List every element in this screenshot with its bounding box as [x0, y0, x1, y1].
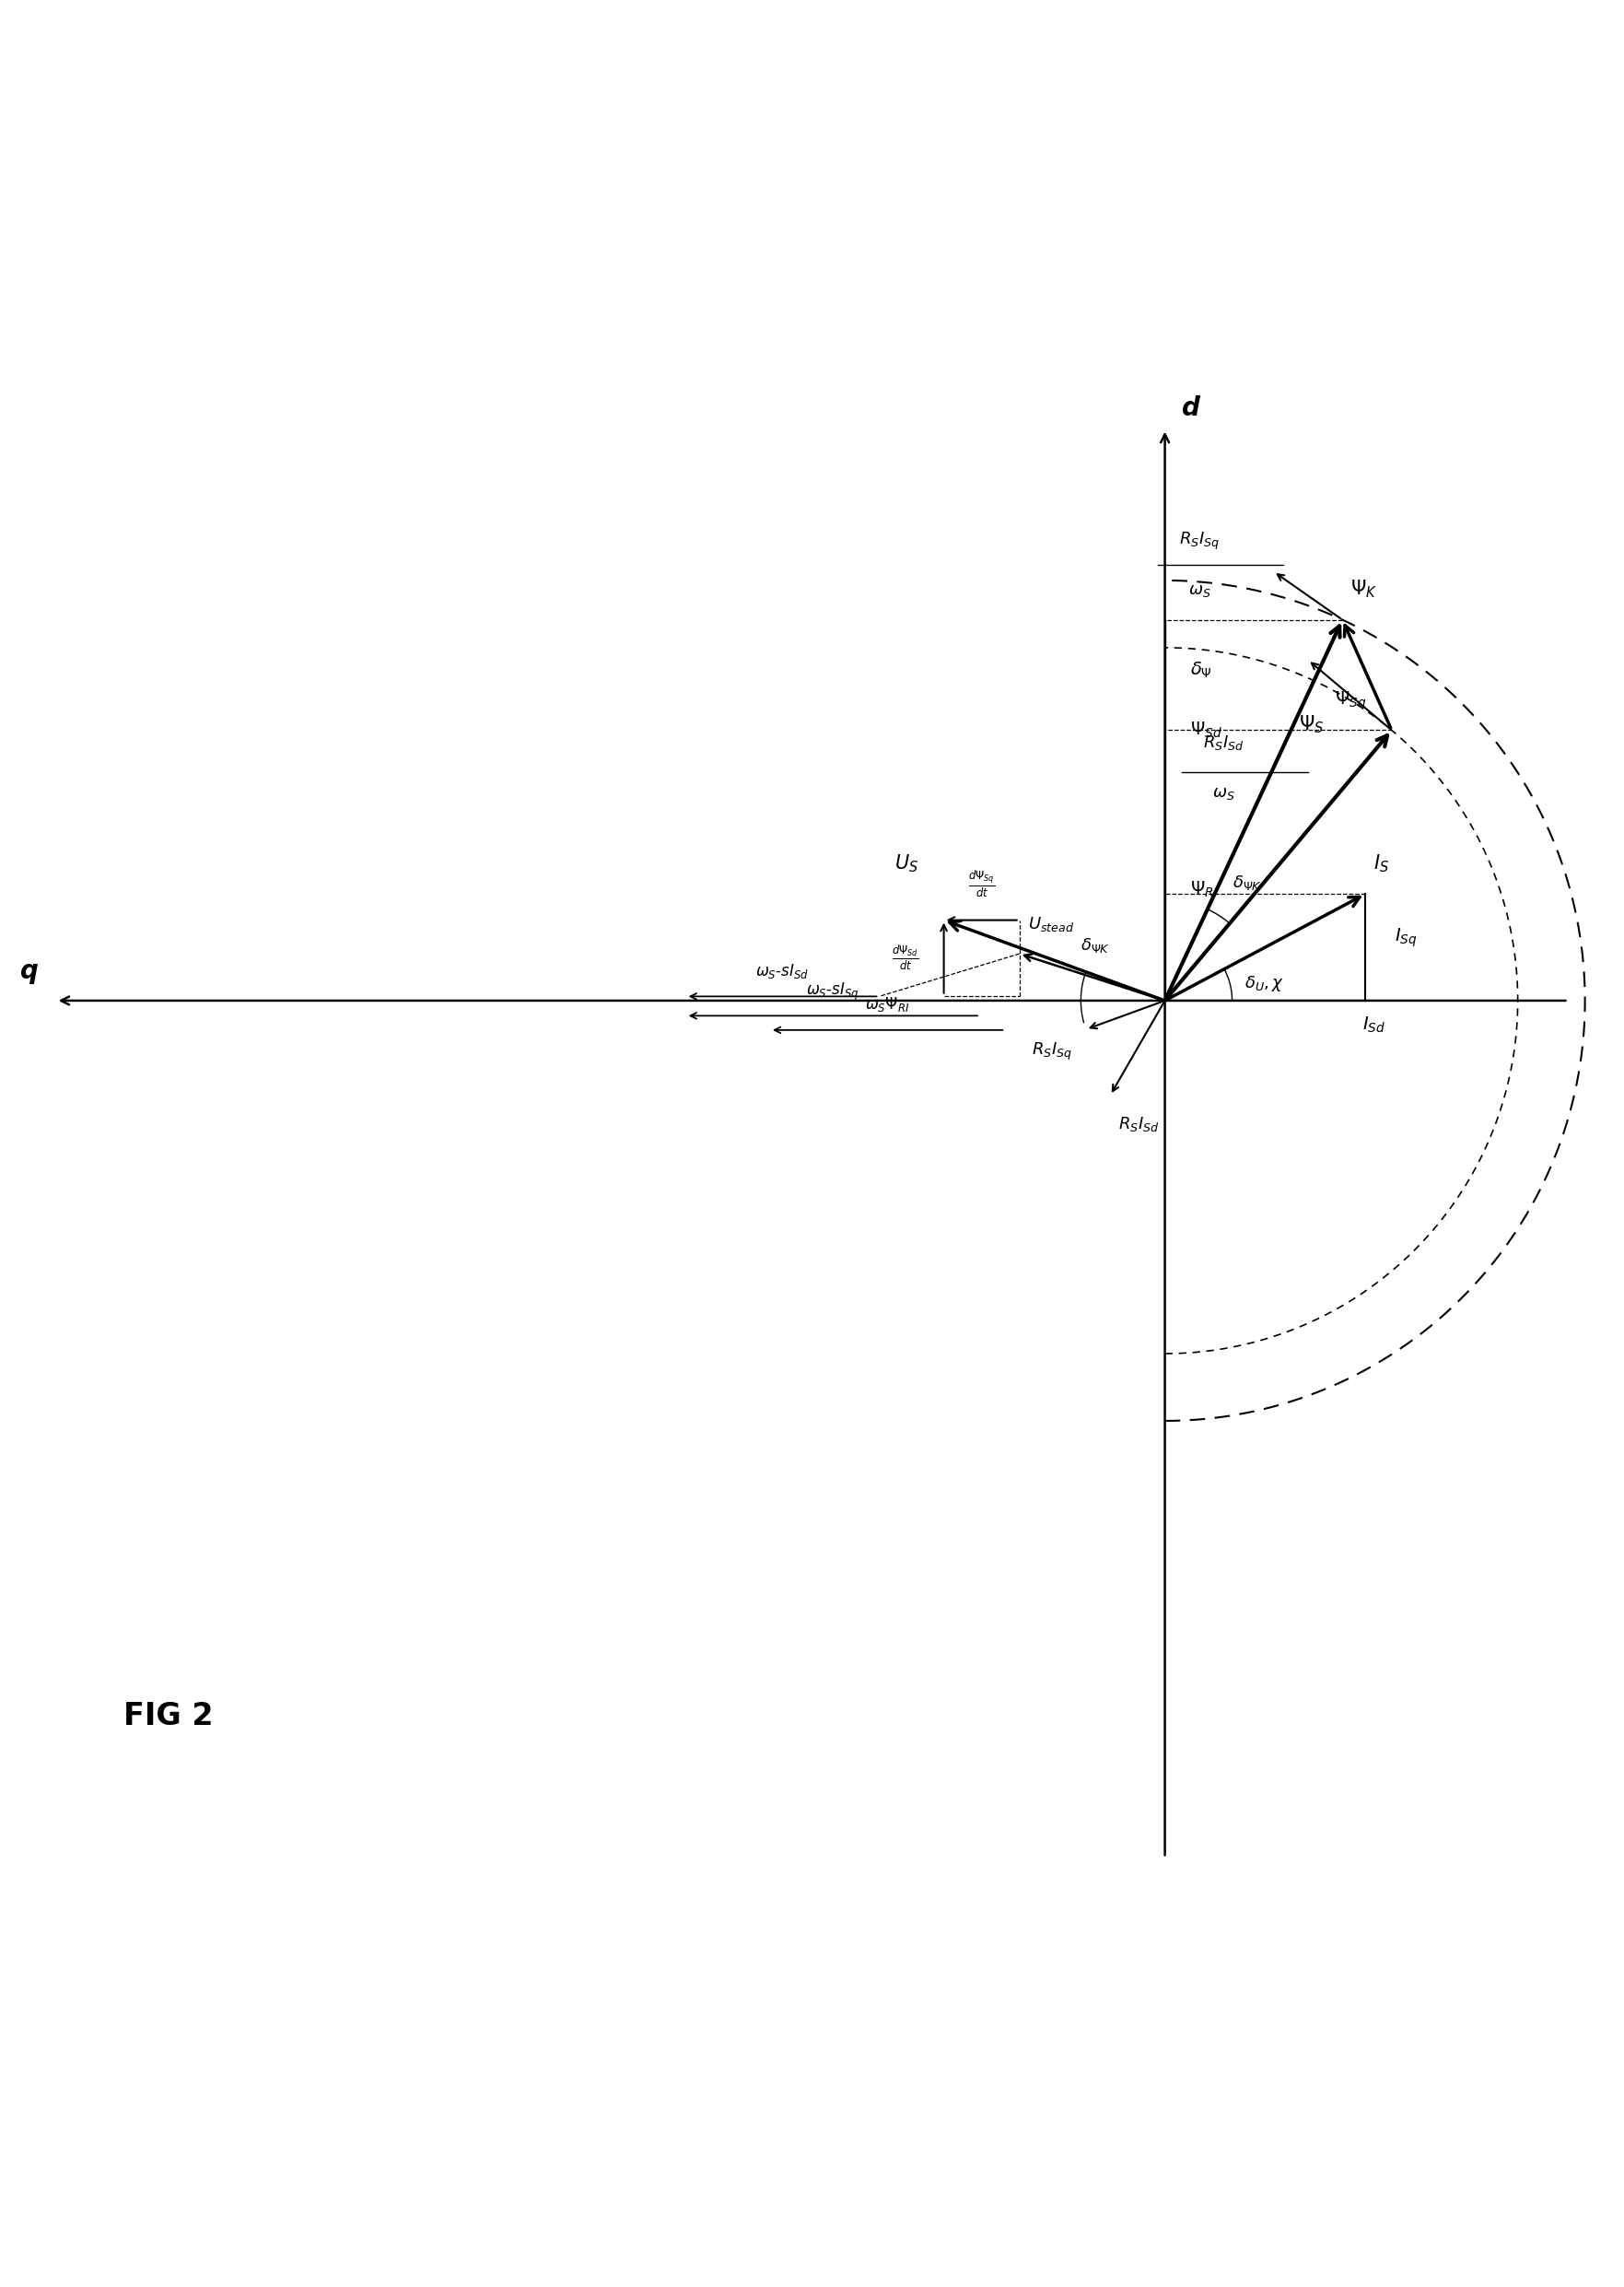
Text: $I_{Sq}$: $I_{Sq}$ — [1395, 926, 1418, 949]
Text: $\omega_S$: $\omega_S$ — [1212, 784, 1234, 803]
Text: $\Psi_K$: $\Psi_K$ — [1351, 579, 1377, 599]
Text: $R_SI_{Sq}$: $R_SI_{Sq}$ — [1033, 1041, 1072, 1061]
Text: $\delta_{\Psi K}$: $\delta_{\Psi K}$ — [1233, 874, 1262, 892]
Text: $\Psi_{RI}$: $\Psi_{RI}$ — [1190, 880, 1218, 899]
Text: $\delta_{\Psi K}$: $\delta_{\Psi K}$ — [1082, 935, 1111, 954]
Text: $\frac{d\Psi_{Sd}}{dt}$: $\frac{d\Psi_{Sd}}{dt}$ — [892, 945, 919, 972]
Text: $\omega_{S}\text{-}sI_{Sd}$: $\omega_{S}\text{-}sI_{Sd}$ — [755, 961, 809, 981]
Text: $\delta_U, \chi$: $\delta_U, \chi$ — [1244, 974, 1285, 993]
Text: $\Psi_S$: $\Psi_S$ — [1299, 714, 1325, 736]
Text: d: d — [1182, 396, 1200, 421]
Text: $R_SI_{Sd}$: $R_SI_{Sd}$ — [1119, 1116, 1160, 1134]
Text: $\frac{d\Psi_{Sq}}{dt}$: $\frac{d\Psi_{Sq}}{dt}$ — [968, 869, 996, 899]
Text: $\delta_\Psi$: $\delta_\Psi$ — [1190, 661, 1212, 679]
Text: $\omega_S\Psi_{RI}$: $\omega_S\Psi_{RI}$ — [866, 995, 909, 1013]
Text: $\omega_S$: $\omega_S$ — [1189, 583, 1212, 599]
Text: $U_{stead}$: $U_{stead}$ — [1028, 915, 1073, 933]
Text: $U_S$: $U_S$ — [895, 853, 919, 876]
Text: $R_SI_{Sd}$: $R_SI_{Sd}$ — [1203, 734, 1244, 752]
Text: $\Psi_{Sd}$: $\Psi_{Sd}$ — [1190, 720, 1223, 741]
Text: q: q — [21, 958, 39, 983]
Text: $R_SI_{Sq}$: $R_SI_{Sq}$ — [1179, 531, 1220, 551]
Text: $I_S$: $I_S$ — [1374, 853, 1389, 874]
Text: $\Psi_{Sq}$: $\Psi_{Sq}$ — [1335, 691, 1366, 714]
Text: $\omega_{S}\text{-}sI_{Sq}$: $\omega_{S}\text{-}sI_{Sq}$ — [807, 981, 859, 1002]
Text: $I_{Sd}$: $I_{Sd}$ — [1363, 1015, 1385, 1036]
Text: FIG 2: FIG 2 — [123, 1702, 213, 1731]
